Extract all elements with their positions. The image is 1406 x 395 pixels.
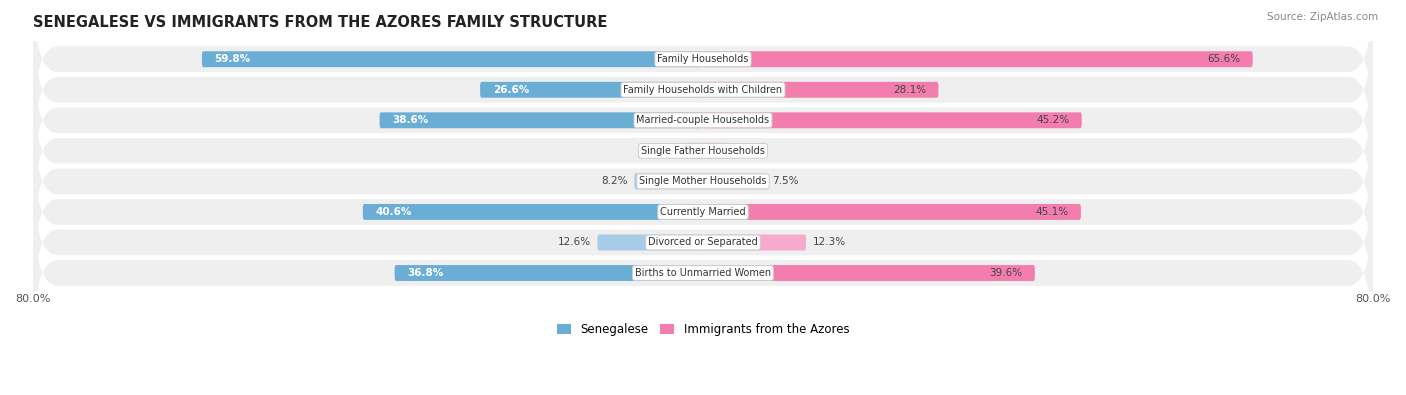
Text: 28.1%: 28.1%	[893, 85, 927, 95]
Text: Divorced or Separated: Divorced or Separated	[648, 237, 758, 248]
Text: Family Households with Children: Family Households with Children	[623, 85, 783, 95]
FancyBboxPatch shape	[479, 82, 703, 98]
FancyBboxPatch shape	[703, 82, 938, 98]
Text: 7.5%: 7.5%	[772, 177, 799, 186]
Text: 38.6%: 38.6%	[392, 115, 429, 125]
FancyBboxPatch shape	[32, 41, 1374, 199]
FancyBboxPatch shape	[634, 173, 703, 189]
FancyBboxPatch shape	[703, 112, 1081, 128]
FancyBboxPatch shape	[32, 72, 1374, 229]
FancyBboxPatch shape	[598, 235, 703, 250]
FancyBboxPatch shape	[202, 51, 703, 67]
Text: 45.1%: 45.1%	[1035, 207, 1069, 217]
FancyBboxPatch shape	[363, 204, 703, 220]
Text: 26.6%: 26.6%	[492, 85, 529, 95]
Text: 12.6%: 12.6%	[558, 237, 591, 248]
Text: Married-couple Households: Married-couple Households	[637, 115, 769, 125]
Text: Single Mother Households: Single Mother Households	[640, 177, 766, 186]
Text: Single Father Households: Single Father Households	[641, 146, 765, 156]
Text: 40.6%: 40.6%	[375, 207, 412, 217]
FancyBboxPatch shape	[395, 265, 703, 281]
FancyBboxPatch shape	[703, 204, 1081, 220]
FancyBboxPatch shape	[32, 11, 1374, 169]
FancyBboxPatch shape	[32, 194, 1374, 352]
Legend: Senegalese, Immigrants from the Azores: Senegalese, Immigrants from the Azores	[553, 318, 853, 340]
FancyBboxPatch shape	[683, 143, 703, 159]
Text: 65.6%: 65.6%	[1206, 54, 1240, 64]
FancyBboxPatch shape	[32, 164, 1374, 321]
Text: 2.3%: 2.3%	[651, 146, 678, 156]
FancyBboxPatch shape	[703, 173, 766, 189]
Text: 2.8%: 2.8%	[733, 146, 759, 156]
Text: 36.8%: 36.8%	[408, 268, 443, 278]
Text: 39.6%: 39.6%	[988, 268, 1022, 278]
Text: Currently Married: Currently Married	[661, 207, 745, 217]
Text: Family Households: Family Households	[658, 54, 748, 64]
FancyBboxPatch shape	[32, 133, 1374, 291]
Text: 8.2%: 8.2%	[602, 177, 627, 186]
FancyBboxPatch shape	[380, 112, 703, 128]
FancyBboxPatch shape	[703, 51, 1253, 67]
FancyBboxPatch shape	[703, 265, 1035, 281]
FancyBboxPatch shape	[703, 143, 727, 159]
Text: Source: ZipAtlas.com: Source: ZipAtlas.com	[1267, 12, 1378, 22]
FancyBboxPatch shape	[703, 235, 806, 250]
Text: 59.8%: 59.8%	[215, 54, 250, 64]
Text: 45.2%: 45.2%	[1036, 115, 1069, 125]
FancyBboxPatch shape	[32, 103, 1374, 260]
Text: Births to Unmarried Women: Births to Unmarried Women	[636, 268, 770, 278]
Text: 12.3%: 12.3%	[813, 237, 846, 248]
Text: SENEGALESE VS IMMIGRANTS FROM THE AZORES FAMILY STRUCTURE: SENEGALESE VS IMMIGRANTS FROM THE AZORES…	[32, 15, 607, 30]
FancyBboxPatch shape	[32, 0, 1374, 138]
